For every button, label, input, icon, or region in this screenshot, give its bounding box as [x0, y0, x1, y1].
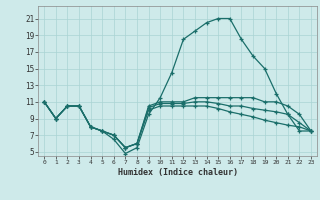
X-axis label: Humidex (Indice chaleur): Humidex (Indice chaleur): [118, 168, 238, 177]
